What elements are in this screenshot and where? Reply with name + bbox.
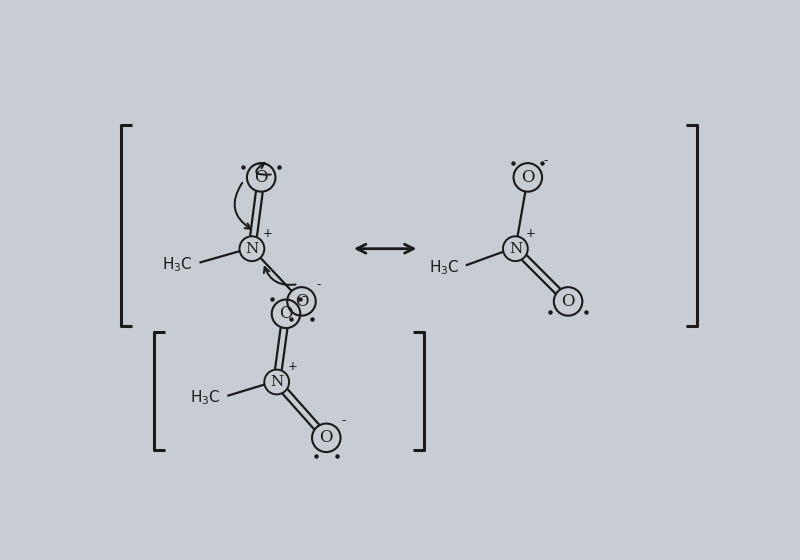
Text: N: N xyxy=(509,242,522,256)
Text: +: + xyxy=(526,227,536,240)
Text: -: - xyxy=(317,278,321,291)
Text: O: O xyxy=(279,305,293,323)
Text: $\mathsf{H_3C}$: $\mathsf{H_3C}$ xyxy=(162,255,193,273)
Text: +: + xyxy=(262,227,272,240)
Text: -: - xyxy=(543,153,547,166)
Text: -: - xyxy=(301,290,306,303)
Text: $\mathsf{H_3C}$: $\mathsf{H_3C}$ xyxy=(429,258,459,277)
Text: +: + xyxy=(287,360,297,373)
Text: O: O xyxy=(294,293,308,310)
Text: O: O xyxy=(254,169,268,186)
Text: N: N xyxy=(246,242,258,256)
Text: $\mathsf{H_3C}$: $\mathsf{H_3C}$ xyxy=(190,388,221,407)
Text: N: N xyxy=(270,375,283,389)
Text: O: O xyxy=(562,293,575,310)
Text: O: O xyxy=(521,169,534,186)
Text: O: O xyxy=(319,430,333,446)
Text: -: - xyxy=(342,414,346,427)
